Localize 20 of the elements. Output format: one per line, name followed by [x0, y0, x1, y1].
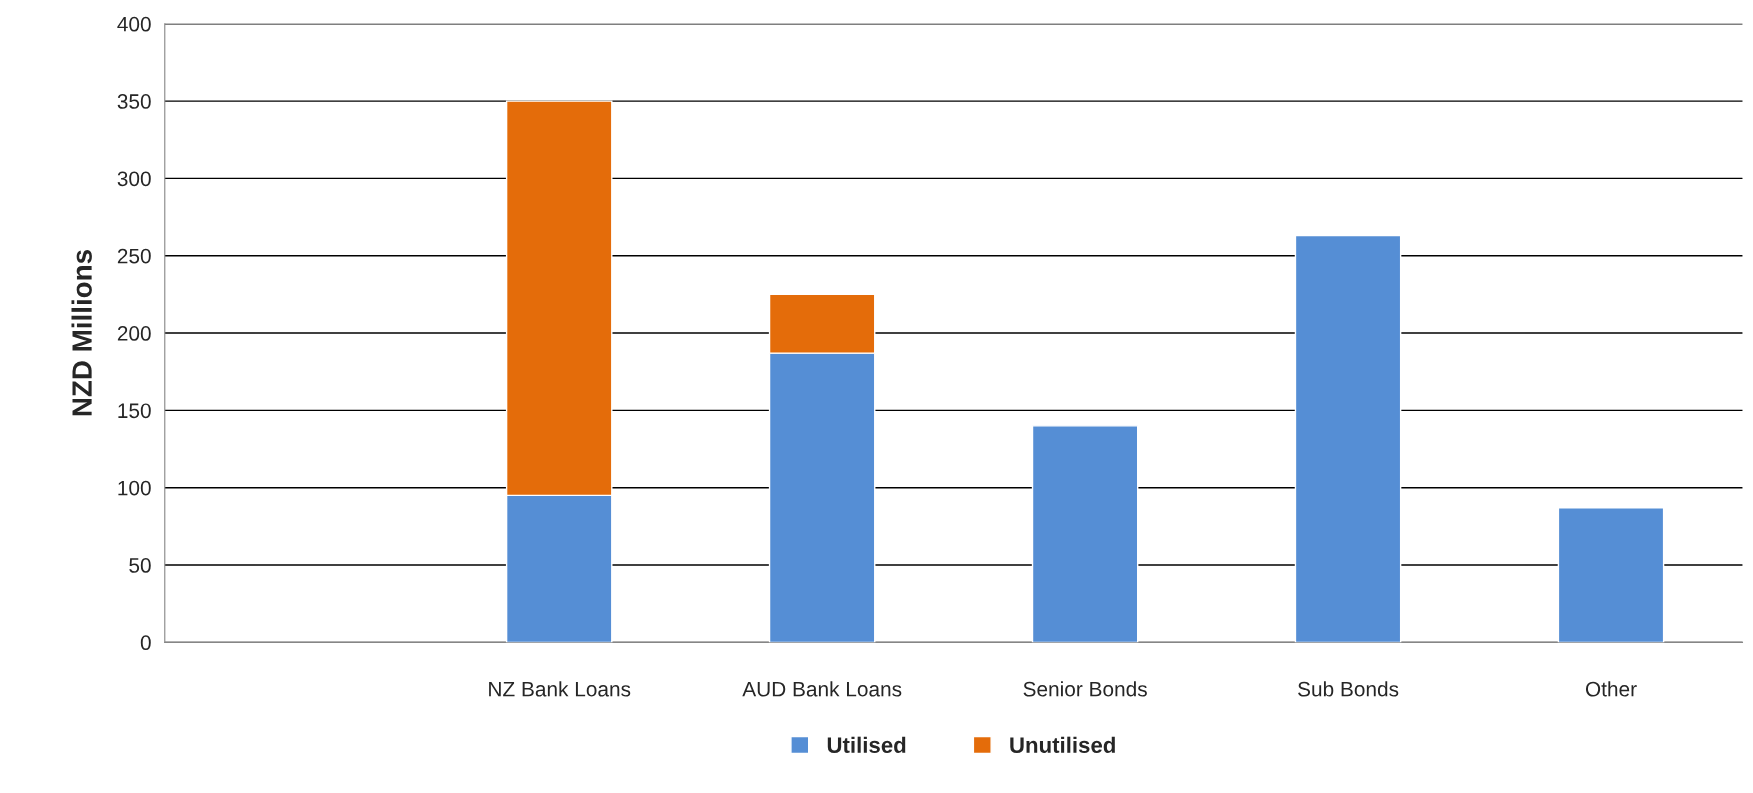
- y-axis-title: NZD Millions: [71, 250, 92, 416]
- x-tick-label: Sub Bonds: [1298, 681, 1399, 697]
- legend-label: Utilised: [827, 736, 906, 753]
- bar: [1031, 425, 1139, 643]
- legend-label: Unutilised: [1010, 736, 1115, 753]
- y-tick-label: 50: [129, 558, 151, 573]
- y-tick-label: 300: [117, 171, 151, 187]
- bar: [1294, 234, 1402, 643]
- y-tick-label: 0: [140, 635, 151, 651]
- y-tick-label: 200: [117, 326, 151, 341]
- x-tick-label: NZ Bank Loans: [489, 681, 631, 697]
- y-tick-label: 250: [117, 248, 151, 264]
- y-tick-label: 400: [117, 16, 151, 32]
- y-tick-label: 150: [118, 403, 151, 419]
- y-tick-label: 100: [118, 480, 151, 496]
- x-tick-label: AUD Bank Loans: [742, 681, 902, 697]
- x-tick-label: Senior Bonds: [1023, 681, 1147, 697]
- y-tick-label: 350: [117, 94, 151, 109]
- bar: [1557, 507, 1665, 643]
- x-tick-label: Other: [1585, 681, 1637, 697]
